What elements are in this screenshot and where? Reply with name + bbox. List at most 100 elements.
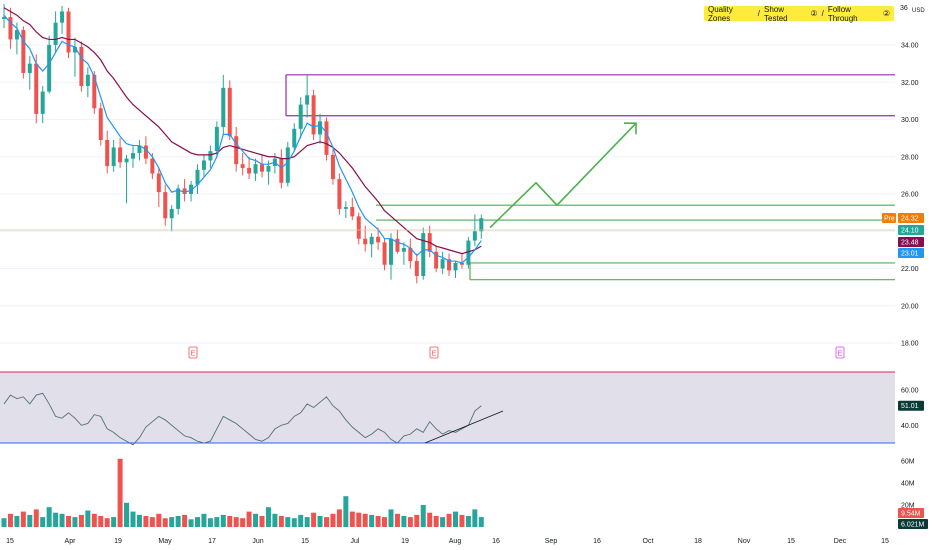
volume-bar [259,516,265,527]
volume-bar [433,516,439,527]
candle-body [279,158,284,183]
volume-bar [214,517,220,527]
volume-bar [420,505,426,527]
time-tick-label: Nov [738,538,751,545]
candle-body [150,158,155,174]
volume-bar [33,509,39,527]
legend-separator-1: / [757,9,761,18]
price-axis: 34.0032.0030.0028.0026.0024.0022.0020.00… [901,43,919,510]
volume-bar [453,511,458,527]
time-tick-label: 15 [881,538,889,545]
volume-bar [233,517,239,527]
candle-body [85,74,90,86]
candle-body [311,95,316,135]
volume-bar [369,514,375,527]
candle-body [169,208,174,219]
candle-body [182,188,187,194]
time-tick-label: Apr [65,538,77,545]
volume-bar [311,512,317,527]
volume-bar [265,507,271,527]
candle-body [227,87,232,137]
candle-body [369,236,374,245]
volume-bar [330,513,336,527]
candle-body [440,259,445,269]
time-tick-label: 15 [6,538,14,545]
candle-body [292,128,297,148]
candle-body [376,236,381,243]
candle-body [124,158,129,163]
candle-body [214,126,219,152]
time-tick-label: 15 [301,538,309,545]
time-tick-label: Jul [351,538,360,545]
legend-quality-zones[interactable]: Quality Zones [708,4,733,23]
slow-moving-average-line [3,7,482,255]
candle-body [447,259,452,271]
earnings-marker-box [429,346,439,359]
premarket-tag: Pre [884,216,895,223]
volume-badge: 6.021M [901,522,925,529]
volume-bar [175,516,181,527]
volume-bar [349,511,355,527]
price-badge: 24.10 [901,228,919,235]
projection-path [489,122,637,229]
time-tick-label: Sep [545,538,558,545]
earnings-marker-box [835,346,845,359]
volume-bar [53,512,59,527]
time-tick-label: Aug [449,538,462,545]
candle-body [389,238,393,265]
price-tick-label: 30.00 [901,117,919,124]
time-tick-label: 18 [694,538,702,545]
volume-bar [272,513,278,527]
rsi-band [0,372,895,443]
candle-body [408,248,413,262]
indicator-legend[interactable]: Quality Zones / Show Tested ② / Follow T… [704,4,894,23]
candle-body [434,251,439,269]
price-badge-bg [898,248,924,258]
legend-show-tested[interactable]: Show Tested [764,4,788,23]
volume-bar [207,518,213,527]
candle-body [421,233,426,276]
candle-body [189,184,194,194]
candle-body [137,145,142,154]
candle-body [343,207,348,209]
volume-bar [143,516,149,527]
candle-body [53,22,58,45]
volume-bar [388,509,394,527]
volume-bar [278,516,284,527]
volume-bar [440,517,446,527]
volume-bar [459,514,465,527]
legend-follow-through[interactable]: Follow Through [827,4,858,23]
volume-bar [136,514,142,527]
candle-body [324,121,329,155]
time-axis: 15 Apr 19 May 17 Jun 15 Jul 19 Aug 16 Sep 16 Oct 18 Nov… [6,538,889,545]
time-tick-label: 16 [593,538,601,545]
candle-body [234,136,239,165]
volume-bar [72,517,78,527]
candle-body [34,63,39,114]
volume-badge-bg [898,508,924,518]
candlestick-series [2,4,484,284]
volume-bar [375,516,381,527]
price-badges: Pre 24.32 24.10 23.48 23.01 51.01 9.54M 6.021M [882,213,928,529]
volume-bar [201,513,207,527]
volume-bar [124,502,130,527]
candle-body [195,169,200,185]
price-tick-label: 34.00 [901,43,919,50]
fast-moving-average-line [3,14,482,264]
candle-body [466,240,471,265]
candle-body [472,231,477,241]
candle-body [337,179,342,209]
volume-bar [298,514,304,527]
volume-bar [394,513,400,527]
volume-bar [188,519,194,527]
volume-bar [356,512,362,527]
price-tick-label: 32.00 [901,80,919,87]
volume-bar [478,517,484,527]
time-tick-label: 16 [492,538,500,545]
volume-bar [407,517,413,527]
volume-bar [182,514,188,527]
price-tick-label: 28.00 [901,154,919,161]
candle-body [163,192,168,219]
time-tick-label: Dec [834,538,847,545]
